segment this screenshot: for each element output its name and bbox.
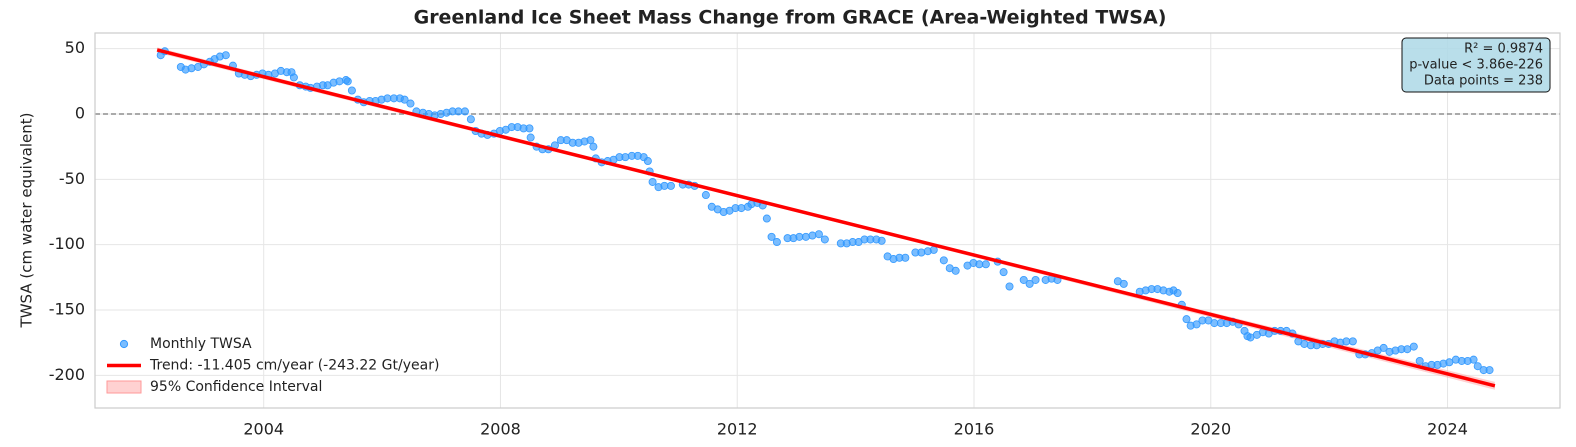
data-point — [1348, 337, 1357, 346]
x-tick-label: 2004 — [243, 420, 284, 439]
chart-title: Greenland Ice Sheet Mass Change from GRA… — [414, 7, 1167, 29]
y-tick-label: -100 — [49, 234, 85, 253]
legend-label: Trend: -11.405 cm/year (-243.22 Gt/year) — [149, 358, 439, 374]
data-point — [939, 256, 948, 265]
data-point — [1300, 339, 1309, 348]
data-point — [737, 204, 746, 213]
data-point — [1192, 320, 1201, 329]
data-point — [762, 214, 771, 223]
y-tick-label: -50 — [59, 169, 85, 188]
data-point — [1473, 362, 1482, 371]
x-tick-label: 2024 — [1427, 420, 1468, 439]
y-tick-label: 0 — [75, 104, 85, 123]
legend-marker — [119, 339, 129, 349]
data-point — [929, 245, 938, 254]
data-point — [221, 51, 230, 60]
data-point — [820, 235, 829, 244]
data-point — [1415, 356, 1424, 365]
y-tick-label: -200 — [49, 365, 85, 384]
legend-label: 95% Confidence Interval — [150, 379, 322, 395]
data-point — [666, 181, 675, 190]
data-point — [981, 260, 990, 269]
data-point — [1379, 343, 1388, 352]
data-point — [347, 86, 356, 95]
data-point — [999, 268, 1008, 277]
data-point — [814, 230, 823, 239]
data-point — [772, 238, 781, 247]
data-point — [1469, 355, 1478, 364]
legend-label: Monthly TWSA — [150, 336, 252, 352]
data-point — [901, 253, 910, 262]
data-point — [586, 136, 595, 145]
trend-line — [156, 48, 1496, 388]
data-point — [526, 133, 535, 142]
data-point — [1031, 275, 1040, 284]
annotation-text: p-value < 3.86e-226 — [1409, 58, 1543, 73]
data-point — [801, 232, 810, 241]
y-tick-label: 50 — [65, 38, 85, 57]
data-point — [589, 142, 598, 151]
data-point — [289, 73, 298, 82]
data-point — [1005, 282, 1014, 291]
data-point — [643, 157, 652, 166]
data-point — [917, 248, 926, 257]
data-point — [525, 124, 534, 133]
y-axis-label: TWSA (cm water equivalent) — [18, 113, 36, 329]
data-point — [1119, 279, 1128, 288]
x-tick-label: 2012 — [717, 420, 758, 439]
data-point — [1485, 366, 1494, 375]
data-point — [767, 232, 776, 241]
data-point — [187, 64, 196, 73]
data-point — [1019, 275, 1028, 284]
x-tick-label: 2008 — [480, 420, 521, 439]
annotation-text: R² = 0.9874 — [1464, 42, 1543, 57]
x-tick-label: 2016 — [954, 420, 995, 439]
plot-frame — [94, 32, 1561, 409]
y-tick-label: -150 — [49, 300, 85, 319]
data-point — [460, 107, 469, 116]
data-point — [648, 177, 657, 186]
data-point — [701, 191, 710, 200]
data-point — [621, 153, 630, 162]
annotation-text: Data points = 238 — [1424, 74, 1543, 89]
data-point — [466, 115, 475, 124]
data-point — [1025, 279, 1034, 288]
data-point — [335, 77, 344, 86]
data-point — [343, 77, 352, 86]
data-point — [400, 95, 409, 104]
data-point — [1182, 315, 1191, 324]
data-point — [808, 231, 817, 240]
data-point — [951, 266, 960, 275]
annotation-box — [1401, 37, 1551, 93]
legend-marker — [106, 380, 142, 394]
data-point — [877, 236, 886, 245]
data-point — [1409, 342, 1418, 351]
data-point — [1173, 289, 1182, 298]
x-tick-label: 2020 — [1190, 420, 1231, 439]
data-point — [406, 99, 415, 108]
